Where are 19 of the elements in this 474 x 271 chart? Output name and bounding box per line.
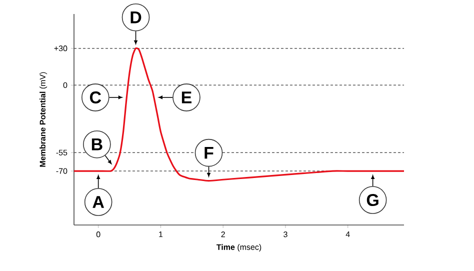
annotation: B <box>92 138 102 150</box>
x-axis-title: Time (msec) <box>216 244 262 252</box>
annotation: G <box>366 194 378 206</box>
y-tick-label: -70 <box>56 168 68 174</box>
y-tick-label: +30 <box>54 46 68 52</box>
annotation: E <box>182 92 192 104</box>
annotation: A <box>92 196 104 208</box>
y-tick-label: -55 <box>56 150 68 156</box>
x-tick-label: 0 <box>96 232 100 238</box>
annotation: C <box>90 91 102 104</box>
annotation: F <box>204 146 214 159</box>
x-tick-label: 2 <box>221 232 225 238</box>
x-tick-label: 1 <box>159 232 163 238</box>
y-tick-label: 0 <box>63 82 68 88</box>
y-axis-title: Membrane Potential (mV) <box>40 72 48 167</box>
x-tick-label: 4 <box>346 232 350 238</box>
x-tick-label: 3 <box>284 232 288 238</box>
line-series <box>73 48 405 182</box>
annotation: D <box>130 11 142 24</box>
